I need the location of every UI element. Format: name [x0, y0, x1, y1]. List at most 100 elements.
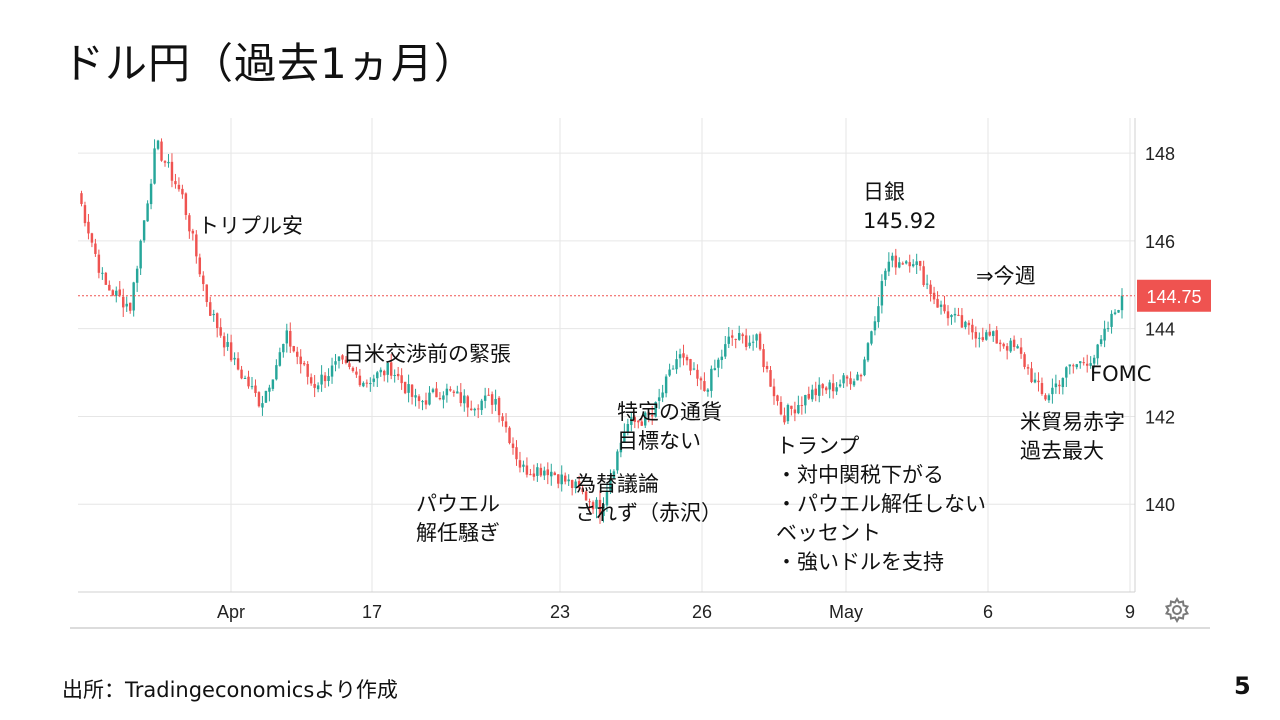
- candle-body: [118, 289, 121, 296]
- candle-body: [195, 234, 198, 257]
- candle-body: [494, 398, 497, 405]
- candle-body: [1044, 395, 1047, 400]
- x-tick-label: Apr: [217, 602, 245, 622]
- candle-body: [233, 357, 236, 360]
- candle-body: [302, 363, 306, 365]
- candle-body: [396, 373, 400, 377]
- candle-body: [365, 382, 369, 384]
- candle-body: [974, 331, 978, 339]
- candle-body: [609, 478, 612, 491]
- gear-icon[interactable]: [1163, 596, 1191, 624]
- candle-body: [845, 376, 849, 379]
- candle-body: [174, 181, 177, 185]
- candle-body: [257, 392, 261, 407]
- candle-body: [146, 203, 149, 222]
- candle-body: [222, 336, 226, 348]
- candle-body: [306, 363, 309, 377]
- candle-body: [163, 161, 167, 163]
- candle-body: [734, 338, 737, 340]
- candle-body: [696, 369, 699, 379]
- candle-body: [654, 402, 657, 417]
- candle-body: [776, 395, 779, 402]
- candle-body: [337, 356, 341, 361]
- annotation-no-specific-target: 特定の通貨 目標ない: [617, 400, 722, 453]
- candle-body: [692, 368, 696, 370]
- candle-body: [797, 404, 800, 414]
- y-tick-label: 144: [1145, 320, 1175, 340]
- candle-body: [264, 390, 268, 403]
- candle-body: [1079, 361, 1082, 364]
- candle-body: [685, 356, 689, 361]
- candle-body: [737, 333, 741, 340]
- candle-body: [247, 376, 250, 387]
- candle-body: [1113, 312, 1117, 315]
- candle-body: [758, 333, 762, 350]
- candle-body: [1082, 362, 1085, 364]
- candle-body: [960, 315, 964, 328]
- candle-body: [132, 282, 135, 311]
- candle-body: [584, 491, 588, 501]
- candle-body: [362, 382, 365, 387]
- x-tick-label: 9: [1125, 602, 1135, 622]
- candle-body: [838, 384, 842, 387]
- candle-body: [135, 268, 139, 283]
- candle-body: [678, 354, 682, 359]
- candle-body: [351, 367, 355, 371]
- candle-body: [995, 330, 998, 344]
- candle-body: [595, 499, 598, 509]
- candle-body: [348, 363, 351, 367]
- candle-body: [320, 374, 323, 385]
- candle-body: [543, 470, 546, 476]
- candle-body: [463, 395, 466, 404]
- candle-body: [1033, 379, 1037, 383]
- candle-body: [981, 337, 985, 341]
- candle-body: [978, 337, 981, 339]
- candle-body: [849, 378, 852, 385]
- annotation-trade-deficit: 米貿易赤字 過去最大: [1020, 410, 1125, 463]
- candle-body: [1040, 383, 1044, 394]
- candle-body: [376, 372, 379, 379]
- candle-body: [296, 351, 299, 357]
- candle-body: [104, 272, 108, 285]
- candle-body: [804, 395, 807, 406]
- candle-body: [191, 230, 195, 234]
- candle-body: [567, 479, 570, 482]
- candle-body: [229, 342, 233, 361]
- source-note: 出所：Tradingeconomicsより作成: [62, 678, 398, 702]
- candle-body: [177, 184, 181, 190]
- candle-body: [389, 362, 393, 376]
- candle-body: [90, 233, 94, 243]
- y-tick-label: 146: [1145, 232, 1175, 252]
- annotation-trump-bessent: トランプ ・対中関税下がる ・パウエル解任しない ベッセント ・強いドルを支持: [776, 434, 986, 574]
- candle-body: [950, 314, 953, 318]
- candle-body: [341, 355, 344, 360]
- candle-body: [581, 488, 584, 492]
- candle-body: [285, 330, 289, 344]
- candle-body: [215, 313, 219, 329]
- candle-body: [1037, 380, 1040, 383]
- candle-body: [908, 262, 911, 267]
- candle-body: [355, 371, 358, 375]
- candle-body: [414, 395, 417, 398]
- candle-body: [511, 443, 515, 448]
- candle-body: [1019, 347, 1023, 354]
- candle-body: [741, 334, 744, 337]
- candle-body: [577, 481, 581, 488]
- candle-body: [640, 421, 643, 426]
- y-tick-label: 142: [1145, 407, 1175, 427]
- candle-body: [612, 471, 616, 479]
- x-tick-label: May: [829, 602, 863, 622]
- candle-body: [637, 420, 640, 423]
- candle-body: [946, 311, 950, 319]
- candle-body: [323, 375, 327, 382]
- candle-body: [435, 388, 438, 398]
- candle-body: [664, 376, 668, 394]
- candle-body: [807, 393, 811, 399]
- candle-body: [574, 481, 577, 489]
- candle-body: [1002, 343, 1005, 347]
- candle-body: [1089, 363, 1092, 366]
- candle-body: [905, 261, 908, 264]
- candle-body: [717, 359, 720, 368]
- candle-body: [755, 334, 758, 341]
- candle-body: [884, 270, 887, 280]
